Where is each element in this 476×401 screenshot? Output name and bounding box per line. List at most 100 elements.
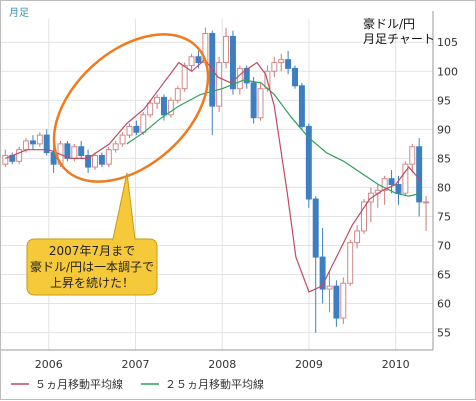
- candle-42: [292, 65, 298, 89]
- candle-12: [85, 149, 92, 173]
- y-tick-label-65: 65: [437, 269, 451, 282]
- candle-46: [319, 228, 326, 304]
- candle-18: [126, 123, 133, 139]
- candle-61: [423, 196, 430, 231]
- y-tick-label-100: 100: [437, 65, 458, 78]
- candle-body-down: [229, 35, 236, 90]
- candle-body-up: [278, 59, 285, 64]
- candle-body-down: [98, 154, 105, 165]
- candle-13: [92, 152, 98, 170]
- candle-body-up: [181, 64, 188, 90]
- candle-11: [78, 140, 85, 159]
- chart-title-line-2: 月足チャート: [363, 32, 435, 46]
- candle-4: [29, 135, 36, 150]
- candlesticks: [2, 27, 430, 333]
- candle-37: [257, 82, 264, 121]
- grid: [1, 11, 434, 351]
- candle-body-down: [243, 67, 250, 84]
- candle-body-up: [167, 99, 174, 116]
- candle-body-down: [298, 85, 305, 127]
- candle-52: [361, 199, 367, 234]
- candle-50: [347, 239, 354, 287]
- candle-body-down: [160, 96, 167, 116]
- x-tick-label-2008: 2008: [208, 358, 236, 371]
- candle-6: [43, 129, 50, 156]
- candle-25: [174, 85, 181, 104]
- candle-56: [388, 169, 395, 194]
- candle-body-up: [271, 62, 278, 72]
- candle-41: [285, 50, 292, 75]
- candle-47: [326, 271, 333, 313]
- candle-body-up: [147, 102, 154, 116]
- candle-body-down: [388, 178, 395, 185]
- candle-body-up: [174, 88, 181, 101]
- candle-body-down: [333, 285, 340, 319]
- candle-31: [216, 56, 223, 112]
- candle-body-up: [2, 154, 9, 165]
- candle-17: [119, 132, 126, 147]
- legend-label-ma25: ２５ヵ月移動平均線: [165, 377, 264, 391]
- y-tick-label-90: 90: [437, 123, 451, 136]
- callout-line-1: 2007年7月まで: [49, 244, 135, 258]
- candle-body-up: [257, 88, 264, 119]
- candle-body-down: [64, 143, 71, 159]
- candle-body-down: [395, 184, 402, 194]
- candle-58: [402, 161, 409, 197]
- callout-line-3: 上昇を続けた！: [50, 276, 134, 290]
- x-axis-labels: 2006 2007 2008 2009 2010: [35, 358, 410, 371]
- moving-averages: [5, 58, 423, 293]
- candle-22: [154, 94, 161, 110]
- candle-body-down: [43, 134, 50, 154]
- candle-40: [278, 53, 285, 72]
- candle-19: [133, 120, 140, 136]
- candle-24: [167, 97, 174, 118]
- candle-5: [36, 132, 43, 147]
- candle-2: [16, 146, 23, 165]
- candle-59: [409, 143, 416, 173]
- y-tick-label-105: 105: [437, 36, 458, 49]
- y-axis-labels: 55 60 65 70 75 80 85 90 95 100 105: [437, 36, 458, 339]
- candle-body-up: [154, 96, 161, 104]
- candle-body-up: [409, 146, 416, 165]
- candle-53: [367, 187, 374, 223]
- candle-body-down: [312, 198, 319, 258]
- candle-49: [340, 277, 347, 324]
- x-tick-label-2006: 2006: [35, 358, 63, 371]
- candle-14: [98, 152, 105, 168]
- candle-26: [181, 62, 188, 92]
- candle-51: [354, 225, 361, 249]
- candle-body-down: [305, 125, 312, 200]
- candle-body-up: [347, 242, 354, 284]
- candle-body-up: [223, 35, 230, 64]
- y-tick-label-80: 80: [437, 181, 451, 194]
- candle-body-up: [423, 201, 430, 204]
- candle-body-up: [92, 154, 98, 168]
- candle-body-up: [216, 62, 223, 107]
- candle-21: [147, 100, 154, 118]
- candle-body-up: [71, 146, 78, 159]
- x-tick-label-2007: 2007: [121, 358, 149, 371]
- candle-45: [312, 196, 319, 333]
- x-tick-label-2010: 2010: [382, 358, 410, 371]
- candle-body-up: [402, 163, 409, 194]
- y-tick-label-85: 85: [437, 152, 451, 165]
- candle-55: [381, 175, 388, 205]
- candle-body-up: [361, 201, 367, 232]
- chart-title-line-1: 豪ドル/円: [363, 16, 415, 31]
- y-tick-label-95: 95: [437, 94, 451, 107]
- candle-body-down: [292, 67, 298, 87]
- candle-48: [333, 280, 340, 327]
- candle-36: [250, 77, 257, 124]
- candle-body-down: [29, 140, 36, 145]
- candle-54: [374, 184, 381, 208]
- candle-body-down: [195, 56, 202, 64]
- candle-32: [223, 27, 230, 69]
- legend-label-ma5: ５ヵ月移動平均線: [35, 377, 123, 391]
- candle-body-down: [78, 146, 85, 156]
- candle-30: [209, 30, 216, 136]
- y-tick-label-70: 70: [437, 239, 451, 252]
- corner-label: 月足: [9, 7, 29, 19]
- callout-line-2: 豪ドル/円は一本調子で: [30, 259, 154, 274]
